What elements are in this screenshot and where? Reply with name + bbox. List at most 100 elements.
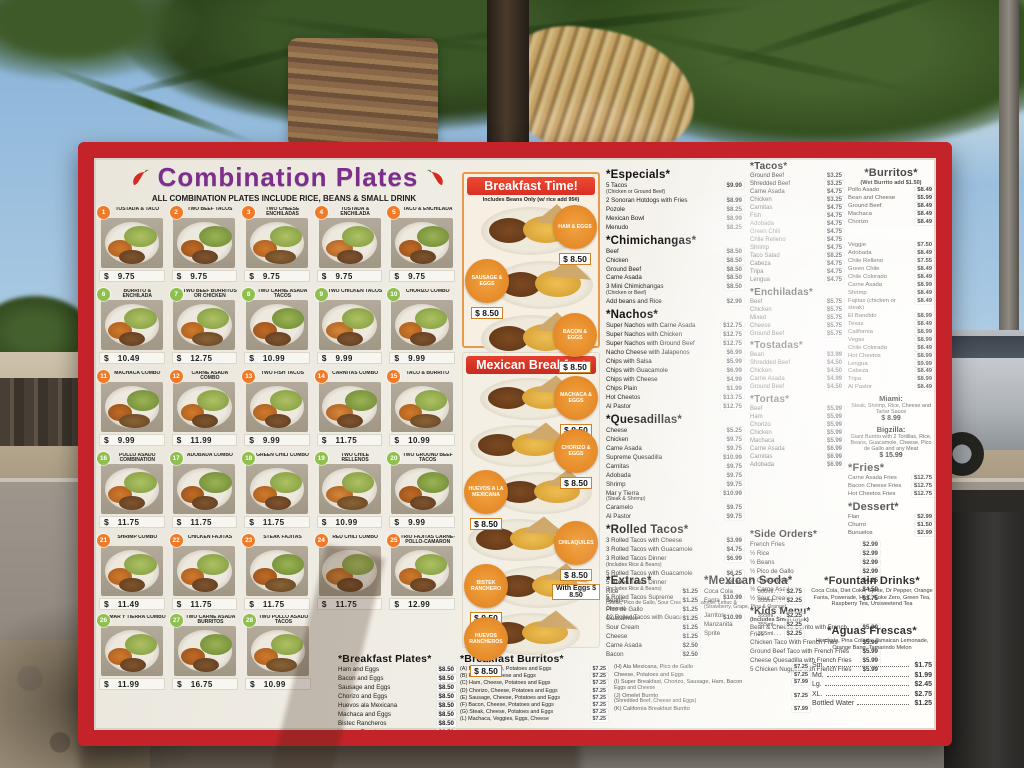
food-photo — [391, 546, 454, 596]
menu-item: El Bandido $8.99 — [848, 312, 934, 319]
menu-item: (F) Bacon, Cheese, Potatoes and Eggs $7.2… — [460, 701, 608, 708]
menu-item: Cheese $5.25 — [606, 426, 744, 434]
dollar-sign: $ — [321, 517, 327, 527]
menu-item: Pico de Gallo $1.25 — [606, 605, 700, 613]
dollar-sign: $ — [104, 353, 109, 363]
menu-item: Lengua $9.99 — [848, 360, 934, 367]
section-title: *Quesadillas* — [606, 413, 683, 426]
burrito-special: Miami: Steak, Shrimp, Rice, Cheese and Ta… — [851, 394, 931, 423]
menu-item: Taco Salad $8.25 — [750, 252, 844, 259]
combo-grid: 1 TOSTADA & TACO $ 9.75 2 TWO BEEF TACOS… — [96, 206, 458, 615]
dollar-sign: $ — [249, 271, 254, 281]
menu-item: Bean and Cheese $5.99 — [848, 194, 934, 201]
menu-section-burritos: *Burritos* (Wet Burrito add $1.50) Pollo… — [848, 167, 934, 459]
dish-name-badge: HUEVOS A LA MEXICANA — [464, 470, 508, 514]
food-photo — [245, 300, 308, 350]
fountain-drinks-list: Coca Cola, Diet Coke, Sprite, Dr Pepper,… — [811, 588, 933, 608]
menu-item: Caramelo $9.75 — [606, 504, 744, 512]
dollar-sign: $ — [104, 435, 109, 445]
menu-section-fountain-drinks: *Fountain Drinks* Coca Cola, Diet Coke, … — [808, 572, 936, 608]
section-title: *Fries* — [848, 462, 885, 475]
menu-item: Chicken $8.50 — [606, 256, 744, 264]
menu-item: Tripa $4.75 — [750, 268, 844, 275]
section-title: *Dessert* — [848, 501, 899, 514]
food-photo — [101, 626, 163, 676]
section-title: *Breakfast Plates* — [338, 653, 432, 665]
dotted-leader — [826, 675, 910, 677]
combo-number-badge: 2 — [169, 206, 183, 219]
menu-item: Texas $8.49 — [848, 320, 934, 327]
menu-item: Huevos ala Mexicana $8.50 — [338, 701, 456, 709]
menu-item: Shredded Beef $4.50 — [750, 360, 844, 367]
food-photo — [318, 382, 381, 432]
menu-item: Shrimp $8.49 — [848, 289, 934, 296]
section-title: *Enchiladas* — [750, 286, 813, 298]
menu-item: Hot Cheetos $13.75 — [606, 393, 744, 401]
menu-item: (D) Chorizo, Cheese, Potatoes and Eggs $7… — [460, 687, 608, 694]
menu-item: Chicken $4.50 — [750, 368, 844, 375]
menu-section-chimichangas: *Chimichangas* Beef $8.50 Chicken $8.50 Grou… — [606, 235, 744, 307]
combo-number-badge: 11 — [97, 370, 110, 383]
combo-item: 22 CHICKEN FAJITAS $ 11.75 — [169, 534, 241, 615]
section-title: *Chimichangas* — [606, 234, 697, 247]
glare-obscured-lines — [848, 226, 934, 241]
drink-size-row: XL. $2.75 — [812, 690, 934, 698]
dollar-sign: $ — [249, 353, 254, 363]
food-photo — [100, 218, 163, 268]
combo-number-badge: 14 — [314, 370, 328, 383]
combo-price: $ 9.99 — [389, 352, 455, 364]
dollar-sign: $ — [176, 599, 182, 609]
menu-item: Hot Cheetos Fries $12.75 — [848, 491, 934, 498]
price-badge: HUEVOS A LA MEXICANA $ 8.50 — [462, 470, 510, 532]
food-photo — [318, 300, 381, 350]
menu-item: Nacho Cheese with Jalapenos $6.99 — [606, 349, 744, 356]
menu-item: Ground Beef $5.75 — [750, 330, 844, 337]
combo-price: $ 11.99 — [171, 434, 238, 446]
menu-item: Fish $4.75 — [750, 212, 844, 219]
menu-item: Green Chile $8.49 — [848, 265, 934, 272]
section-title: *Burritos* — [864, 167, 918, 179]
dollar-sign: $ — [249, 517, 254, 527]
combo-price: $ 16.75 — [172, 678, 238, 690]
dotted-leader — [825, 694, 910, 696]
food-photo — [318, 218, 381, 268]
menu-section-tostadas: *Tostadas* Bean $3.99 Shredded Beef $4.50 Ch… — [750, 340, 844, 391]
menu-item: Carne Asada $6.99 — [750, 445, 844, 452]
menu-item: Adobada $8.49 — [848, 249, 934, 256]
breakfast-dish: HAM & EGGS $ 8.50 — [467, 204, 597, 265]
food-photo — [245, 546, 308, 596]
combo-price: $ 10.99 — [316, 516, 383, 528]
combo-price: $ 9.75 — [99, 270, 165, 282]
menu-item: Mexican Bowl $8.99 — [606, 214, 744, 222]
combo-price: $ 10.99 — [245, 678, 311, 690]
menu-item: Rice $1.25 — [606, 588, 700, 595]
menu-item: Chicken $5.75 — [750, 306, 844, 313]
combo-number-badge: 19 — [314, 452, 328, 465]
menu-item: California $8.99 — [848, 328, 934, 335]
dollar-sign: $ — [104, 517, 109, 527]
chili-pepper-icon — [427, 169, 444, 185]
menu-item: 3 Rolled Tacos Dinner $6.99 (Includes Rice… — [606, 555, 744, 568]
dollar-sign: $ — [394, 517, 400, 527]
combo-item: 1 TOSTADA & TACO $ 9.75 — [96, 206, 168, 287]
dollar-sign: $ — [249, 599, 254, 609]
menu-item: Chips with Salsa $5.99 — [606, 357, 744, 365]
combo-price: $ 9.75 — [316, 270, 383, 282]
price-badge: HUEVOS RANCHEROS $ 8.50 — [462, 617, 510, 679]
section-title: *Extras* — [606, 575, 652, 587]
menu-item: (E) Sausage, Cheese, Potatoes and Eggs $7… — [460, 694, 608, 701]
menu-item: Al Pastor $9.75 — [606, 513, 744, 521]
combo-item: 23 STEAK FAJITAS $ 11.75 — [241, 534, 313, 615]
dish-name-badge: BACON & EGGS — [553, 313, 597, 357]
menu-item: Green Chili $4.75 — [750, 228, 844, 235]
combo-item: 26 MAR Y TIERRA COMBO $ 11.99 — [96, 614, 168, 708]
dollar-sign: $ — [394, 353, 400, 363]
dotted-leader — [824, 685, 910, 687]
dish-name-badge: CHORIZO & EGGS — [554, 429, 598, 473]
menu-item: Adobada $4.75 — [750, 220, 844, 227]
combo-price: $ 10.99 — [389, 434, 455, 446]
food-photo — [247, 626, 309, 676]
combo-item: 24 RED CHILI COMBO $ 11.75 — [314, 534, 386, 615]
menu-item: Super Nachos with Chicken $12.75 — [606, 331, 744, 339]
